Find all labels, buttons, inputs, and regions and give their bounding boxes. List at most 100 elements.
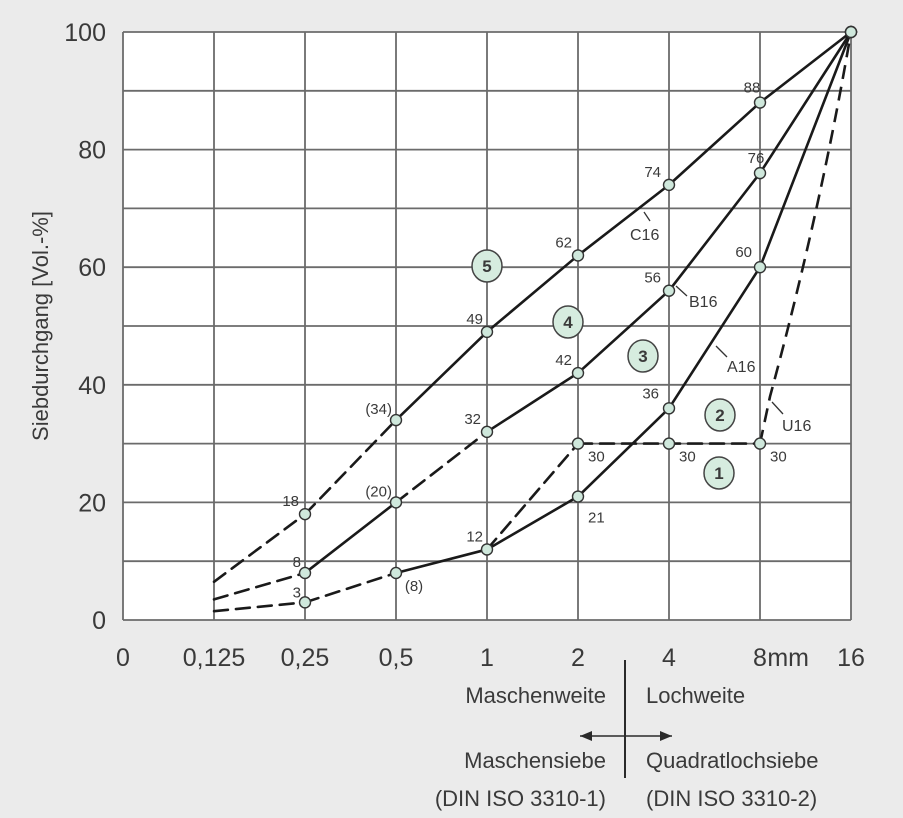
- series-u16-segment: [758, 31, 853, 444]
- x-tick-label: 0,125: [183, 644, 246, 672]
- curve-name-a16: A16: [727, 359, 756, 376]
- data-point-c16: [753, 96, 767, 109]
- series-c16-segment: [303, 418, 398, 516]
- data-point-u16: [571, 437, 585, 450]
- data-label-b16: 42: [555, 352, 572, 369]
- caption-lochweite: Lochweite: [646, 683, 745, 708]
- y-tick-label: 60: [78, 254, 106, 282]
- series-a16-segment: [485, 495, 580, 551]
- data-label-a16: 60: [735, 244, 752, 261]
- series-c16-segment: [485, 254, 580, 334]
- caption-arrow-left-head: [580, 731, 592, 741]
- y-tick-label: 0: [92, 607, 106, 635]
- series-c16-segment: [576, 183, 671, 257]
- curve-name-b16: B16: [689, 294, 718, 311]
- curve-leader-b16: [675, 285, 688, 297]
- x-tick-label: 0,25: [281, 644, 330, 672]
- series-b16-segment: [576, 289, 671, 375]
- caption-maschenweite: Maschenweite: [465, 683, 606, 708]
- data-point-c16: [389, 413, 403, 427]
- y-tick-label: 20: [78, 489, 106, 517]
- series-a16-segment: [303, 571, 398, 604]
- caption-din-3310-2: (DIN ISO 3310-2): [646, 786, 817, 811]
- y-tick-label: 40: [78, 372, 106, 400]
- y-axis-title: Siebdurchgang [Vol.-%]: [28, 211, 53, 441]
- data-label-c16: (34): [365, 401, 392, 418]
- data-label-u16: 30: [588, 449, 605, 466]
- series-b16-segment: [485, 371, 580, 434]
- series-c16-segment: [758, 30, 853, 104]
- series-group: [212, 25, 858, 613]
- data-label-b16: 32: [464, 411, 481, 428]
- data-point-b16: [662, 284, 676, 297]
- zone-marker-3: [627, 339, 659, 373]
- zone-marker-5: [471, 249, 503, 283]
- series-b16-segment: [667, 171, 762, 293]
- curve-leader-u16: [771, 401, 784, 415]
- series-c16-leadin: [212, 512, 307, 584]
- data-label-c16: 49: [466, 311, 483, 328]
- y-tick-label: 80: [78, 137, 106, 165]
- series-b16-segment: [758, 30, 853, 175]
- caption-din-3310-1: (DIN ISO 3310-1): [435, 786, 606, 811]
- data-label-u16: 30: [770, 449, 787, 466]
- data-point-b16: [480, 425, 494, 439]
- data-label-c16: 62: [555, 234, 572, 251]
- data-point-a16: [480, 543, 494, 556]
- curve-name-c16: C16: [630, 227, 659, 244]
- data-point-b16: [753, 166, 767, 180]
- data-label-a16: (8): [405, 578, 423, 595]
- zone-marker-1: [703, 456, 735, 490]
- data-point-b16: [389, 496, 403, 509]
- data-point-a16: [389, 566, 403, 580]
- series-u16-segment: [485, 442, 580, 551]
- x-tick-label: 2: [571, 644, 585, 672]
- zone-label-2: 2: [715, 406, 724, 425]
- series-c16-segment: [667, 101, 762, 187]
- caption-quadratlochsiebe: Quadratlochsiebe: [646, 748, 818, 773]
- x-axis-unit: mm: [767, 644, 809, 672]
- series-b16-segment: [303, 501, 398, 575]
- data-label-b16: (20): [365, 483, 392, 500]
- series-a16-segment: [576, 407, 671, 498]
- data-label-c16: 74: [644, 164, 661, 181]
- x-tick-label: 0,5: [379, 644, 414, 672]
- series-a16-leadin: [212, 601, 307, 613]
- data-label-b16: 8: [293, 554, 301, 571]
- caption-arrow-right-head: [660, 731, 672, 741]
- series-a16-segment: [667, 265, 762, 410]
- zone-marker-2: [704, 398, 736, 432]
- series-a16-segment: [758, 30, 853, 269]
- data-point-b16: [298, 566, 312, 580]
- caption-maschensiebe: Maschensiebe: [464, 748, 606, 773]
- y-tick-label: 100: [64, 19, 106, 47]
- data-label-b16: 56: [644, 270, 661, 287]
- zone-label-5: 5: [482, 257, 491, 276]
- data-point-u16: [844, 25, 858, 39]
- series-a16-segment: [394, 548, 489, 575]
- data-point-a16: [298, 596, 312, 609]
- data-point-c16: [571, 249, 585, 262]
- data-label-c16: 88: [744, 80, 761, 97]
- data-point-u16: [662, 437, 676, 450]
- data-point-c16: [298, 507, 312, 521]
- x-tick-label: 8: [753, 644, 767, 672]
- zone-marker-4: [552, 305, 584, 339]
- x-tick-label: 1: [480, 644, 494, 672]
- zone-markers: 1 2 3 4 5: [471, 249, 736, 490]
- data-point-c16: [662, 178, 676, 192]
- zone-label-1: 1: [714, 464, 723, 483]
- x-tick-label: 16: [837, 644, 865, 672]
- data-label-b16: 76: [748, 150, 765, 167]
- data-label-a16: 36: [642, 385, 659, 402]
- x-tick-label: 4: [662, 644, 676, 672]
- series-b16-segment: [394, 430, 489, 504]
- data-label-a16: 3: [293, 584, 301, 601]
- curve-leader-c16: [643, 211, 651, 222]
- series-b16-leadin: [212, 571, 307, 601]
- data-point-a16: [662, 402, 676, 415]
